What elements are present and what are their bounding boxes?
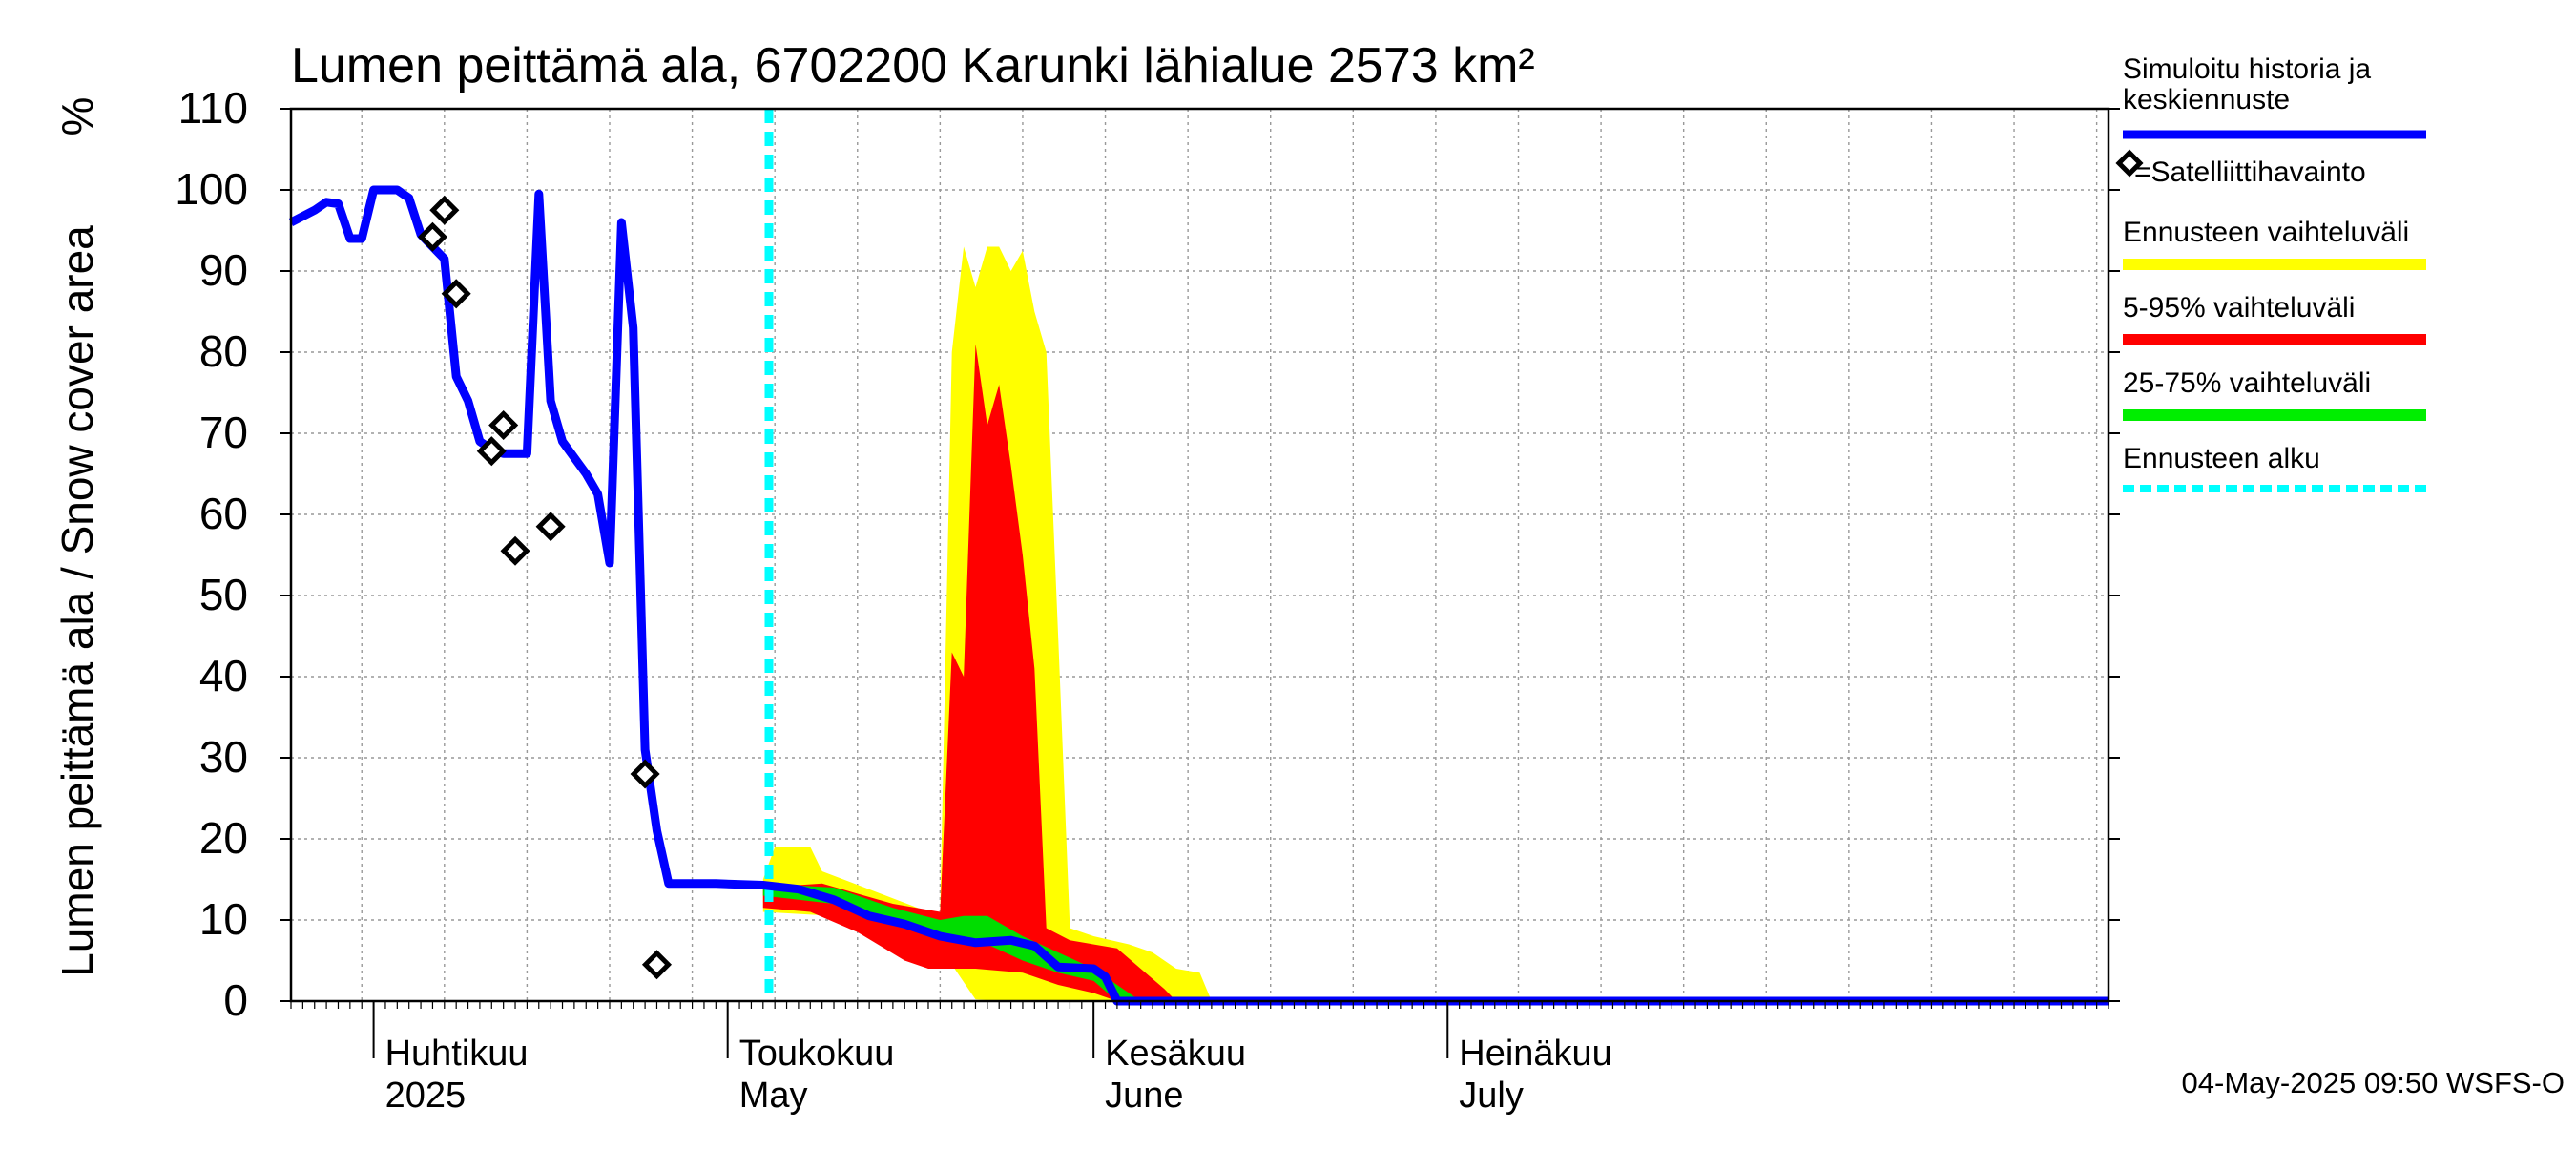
median-line [288, 185, 2109, 1006]
y-axis-label: Lumen peittämä ala / Snow cover area [52, 225, 102, 977]
month-label-en: May [739, 1076, 808, 1116]
satellite-marker [630, 759, 660, 789]
legend-label: 25-75% vaihteluväli [2123, 367, 2371, 399]
satellite-marker [429, 195, 460, 225]
plot-frame [289, 107, 2110, 1003]
satellite-marker [500, 535, 530, 566]
y-tick-label: 10 [199, 894, 248, 944]
gridlines [291, 108, 2109, 1002]
legend-label-simulated: Simuloitu historia ja [2123, 53, 2371, 85]
satellite-markers [417, 195, 673, 980]
y-tick-label: 90 [199, 245, 248, 295]
median-line-layer [288, 185, 2109, 1006]
month-label-fi: Toukokuu [739, 1034, 895, 1074]
legend-marker-satellite [2115, 149, 2144, 178]
y-tick-label: 60 [199, 489, 248, 538]
legend-label-simulated: keskiennuste [2123, 84, 2290, 115]
y-tick-label: 110 [178, 83, 248, 133]
legend-label: Ennusteen alku [2123, 443, 2320, 474]
chart-title: Lumen peittämä ala, 6702200 Karunki lähi… [291, 38, 1535, 94]
month-label-en: 2025 [385, 1076, 467, 1116]
y-tick-label: 100 [175, 164, 248, 214]
satellite-marker [488, 409, 519, 441]
y-tick-label: 70 [199, 408, 248, 457]
satellite-marker [441, 279, 471, 309]
month-label-en: July [1459, 1076, 1524, 1116]
axes [280, 107, 2120, 1058]
legend-label-satellite: =Satelliittihavainto [2134, 157, 2366, 188]
timestamp-footer: 04-May-2025 09:50 WSFS-O [2182, 1066, 2565, 1099]
y-tick-label: 0 [223, 975, 248, 1025]
y-tick-label: 50 [199, 570, 248, 619]
satellite-marker [417, 221, 447, 252]
band-5-95-vaihteluv-li [762, 344, 2109, 1001]
y-tick-label: 30 [199, 732, 248, 782]
legend-label: Ennusteen vaihteluväli [2123, 217, 2409, 248]
y-axis-unit: % [52, 97, 102, 136]
month-label-fi: Huhtikuu [385, 1034, 529, 1074]
y-tick-label: 80 [199, 326, 248, 376]
legend-label: 5-95% vaihteluväli [2123, 292, 2355, 324]
month-label-en: June [1105, 1076, 1183, 1116]
month-label-fi: Kesäkuu [1105, 1034, 1246, 1074]
satellite-marker [641, 950, 673, 980]
y-tick-label: 20 [199, 813, 248, 863]
month-label-fi: Heinäkuu [1459, 1034, 1612, 1074]
y-tick-label: 40 [199, 651, 248, 700]
satellite-marker [535, 512, 566, 542]
satellite-marker [476, 436, 507, 467]
